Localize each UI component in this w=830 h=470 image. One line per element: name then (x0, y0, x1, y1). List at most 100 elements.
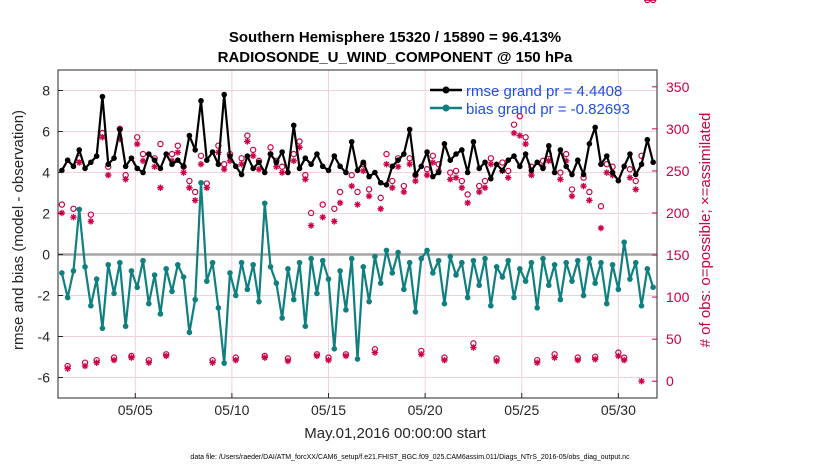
rmse-point (325, 167, 332, 174)
obs-possible-point (644, 0, 651, 4)
bias-point (227, 270, 233, 276)
obs-assimilated-point (603, 169, 610, 176)
bias-point (302, 323, 309, 330)
obs-assimilated-point (522, 140, 529, 148)
y2-tick-label: 350 (666, 79, 690, 95)
rmse-point (319, 163, 326, 170)
obs-possible-point (331, 205, 338, 212)
rmse-point (169, 161, 175, 168)
obs-assimilated-point (331, 218, 338, 225)
bias-point (638, 302, 645, 309)
rmse-point (203, 157, 210, 163)
obs-possible-point (452, 167, 460, 175)
rmse-point (331, 153, 338, 159)
bias-point (122, 323, 129, 330)
y2-tick-label: 300 (666, 121, 690, 137)
obs-possible-point (157, 140, 164, 148)
y-tick-label: -6 (38, 370, 51, 386)
obs-possible-point (522, 134, 529, 141)
bias-point (88, 302, 94, 309)
bias-point (389, 270, 396, 276)
legend-bias-label: bias grand pr = -0.82693 (466, 101, 630, 118)
rmse-point (372, 169, 378, 176)
rmse-point (638, 161, 645, 168)
obs-possible-point (406, 155, 413, 162)
bias-point (627, 276, 633, 282)
bias-point (105, 261, 112, 268)
obs-assimilated-point (638, 377, 645, 385)
rmse-point (545, 143, 552, 149)
obs-assimilated-point (151, 163, 158, 170)
bias-point (325, 276, 332, 282)
bias-point (488, 302, 494, 309)
obs-possible-point (626, 166, 634, 173)
bias-point (244, 286, 251, 293)
bias-point (441, 300, 448, 307)
obs-assimilated-point (464, 199, 471, 207)
y-tick-label: -2 (38, 288, 51, 304)
obs-assimilated-point (412, 177, 419, 185)
obs-assimilated-point (174, 149, 181, 156)
obs-assimilated-point (493, 357, 500, 365)
rmse-point (476, 165, 483, 172)
obs-assimilated-point (134, 140, 141, 148)
obs-possible-point (348, 171, 355, 179)
rmse-point (644, 136, 651, 143)
rmse-point (482, 159, 488, 166)
bias-point (117, 259, 123, 266)
obs-possible-point (476, 182, 483, 190)
rmse-point (134, 165, 141, 172)
rmse-point (592, 124, 598, 131)
x-axis-label: May.01,2016 00:00:00 start (304, 425, 486, 442)
obs-assimilated-point (284, 357, 292, 365)
rmse-point (250, 165, 256, 172)
rmse-point (435, 169, 442, 176)
bias-point (348, 255, 355, 262)
bias-point (557, 296, 564, 303)
rmse-point (609, 169, 616, 176)
x-tick-label: 05/15 (311, 402, 346, 418)
obs-assimilated-point (615, 352, 622, 360)
rmse-point (175, 157, 181, 163)
bias-point (279, 315, 285, 321)
rmse-point (488, 175, 494, 182)
obs-assimilated-point (510, 129, 518, 137)
bias-point (377, 280, 384, 287)
obs-possible-point (296, 138, 303, 145)
obs-assimilated-point (418, 351, 425, 358)
obs-possible-point (487, 155, 495, 162)
bias-point (250, 261, 256, 268)
bias-point (290, 296, 297, 303)
bias-point (482, 255, 488, 262)
obs-possible-point (186, 177, 193, 185)
obs-possible-point (290, 150, 297, 158)
bias-point (545, 282, 552, 289)
obs-possible-point (499, 159, 506, 166)
rmse-point (117, 126, 123, 133)
bias-point (528, 259, 535, 266)
rmse-point (453, 151, 459, 157)
bias-point (82, 264, 88, 270)
obs-assimilated-point (458, 184, 466, 191)
bias-point (615, 286, 622, 293)
obs-possible-point (458, 177, 466, 185)
rmse-point (511, 153, 517, 159)
bias-point (267, 264, 274, 270)
y2-axis-ticks: 0 50 100 150 200 250 300 350 (652, 79, 690, 389)
obs-assimilated-point (452, 174, 460, 181)
rmse-point (574, 157, 581, 163)
rmse-point (343, 169, 349, 176)
y2-tick-label: 50 (666, 331, 682, 347)
obs-assimilated-point (313, 352, 321, 360)
obs-assimilated-point (568, 192, 576, 200)
bias-point (517, 266, 523, 272)
obs-possible-point (354, 188, 361, 196)
obs-possible-point (307, 209, 315, 217)
y2-tick-label: 0 (666, 373, 674, 389)
obs-assimilated-point (476, 188, 483, 196)
obs-assimilated-point (377, 205, 384, 212)
bias-point (308, 255, 314, 262)
rmse-point (238, 171, 245, 178)
rmse-point (517, 163, 523, 170)
rmse-point (111, 155, 117, 161)
